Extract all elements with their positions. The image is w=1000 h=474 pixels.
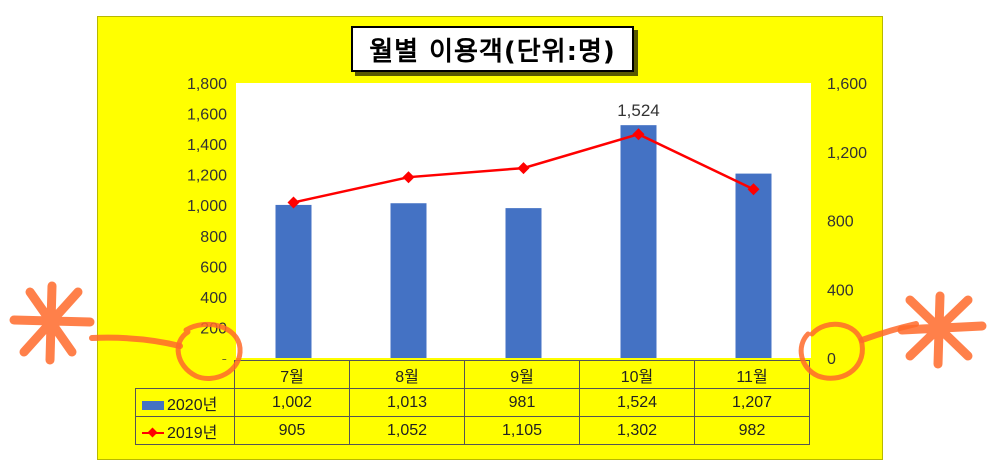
y-left-tick-label: 600	[200, 259, 227, 276]
y-left-tick-label: 1,000	[187, 198, 227, 215]
data-table: 7월 8월 9월 10월 11월 2020년 1,002 1,013 981 1…	[135, 360, 810, 445]
point-2019-11월	[747, 183, 760, 196]
y-left-tick-label: 1,400	[187, 137, 227, 154]
table-cell: 905	[234, 416, 350, 445]
point-2019-9월	[517, 162, 530, 175]
point-2019-10월	[632, 128, 645, 141]
table-cell: 1,302	[579, 416, 695, 445]
table-cell: 1,207	[694, 388, 810, 417]
category-label: 9월	[464, 360, 580, 389]
y-left-tick-label: 800	[200, 229, 227, 246]
legend-bar-swatch	[142, 400, 164, 410]
category-label: 7월	[234, 360, 350, 389]
data-table-row-2019: 2019년 905 1,052 1,105 1,302 982	[135, 416, 810, 445]
legend-entry-2019: 2019년	[135, 416, 235, 445]
y-right-tick-label: 1,600	[827, 76, 867, 93]
data-table-header-row: 7월 8월 9월 10월 11월	[135, 360, 810, 389]
chart-title: 월별 이용객(단위:명)	[351, 26, 634, 72]
table-cell: 981	[464, 388, 580, 417]
legend-label: 2019년	[167, 424, 218, 442]
bar-2020-8월	[390, 203, 427, 358]
point-2019-8월	[402, 171, 415, 184]
bar-2020-10월	[620, 125, 657, 359]
legend-label: 2020년	[167, 396, 218, 414]
y-left-tick-label: 200	[200, 320, 227, 337]
y-left-tick-label: 1,600	[187, 107, 227, 124]
data-label: 1,524	[617, 101, 660, 120]
table-cell: 982	[694, 416, 810, 445]
left-star-scribble	[9, 281, 95, 365]
table-cell: 1,105	[464, 416, 580, 445]
y-left-tick-label: 1,800	[187, 76, 227, 93]
table-cell: 1,052	[349, 416, 465, 445]
y-left-tick-label: 400	[200, 290, 227, 307]
y-right-tick-label: 1,200	[827, 145, 867, 162]
chart-panel: 월별 이용객(단위:명) -2004006008001,0001,2001,40…	[97, 16, 883, 460]
bar-2020-7월	[275, 204, 312, 358]
table-cell: 1,524	[579, 388, 695, 417]
legend-line-swatch	[142, 428, 164, 438]
category-label: 10월	[579, 360, 695, 389]
y-right-tick-label: 800	[827, 214, 854, 231]
bar-2020-9월	[505, 208, 542, 358]
data-table-corner	[135, 360, 235, 389]
point-2019-7월	[287, 196, 300, 209]
table-cell: 1,013	[349, 388, 465, 417]
y-left-tick-label: 1,200	[187, 168, 227, 185]
category-label: 8월	[349, 360, 465, 389]
y-right-tick-label: 400	[827, 282, 854, 299]
right-star-scribble	[897, 291, 987, 369]
table-cell: 1,002	[234, 388, 350, 417]
legend-entry-2020: 2020년	[135, 388, 235, 417]
bar-2020-11월	[735, 173, 772, 358]
y-right-tick-label: 0	[827, 351, 836, 368]
data-table-row-2020: 2020년 1,002 1,013 981 1,524 1,207	[135, 388, 810, 417]
category-label: 11월	[694, 360, 810, 389]
